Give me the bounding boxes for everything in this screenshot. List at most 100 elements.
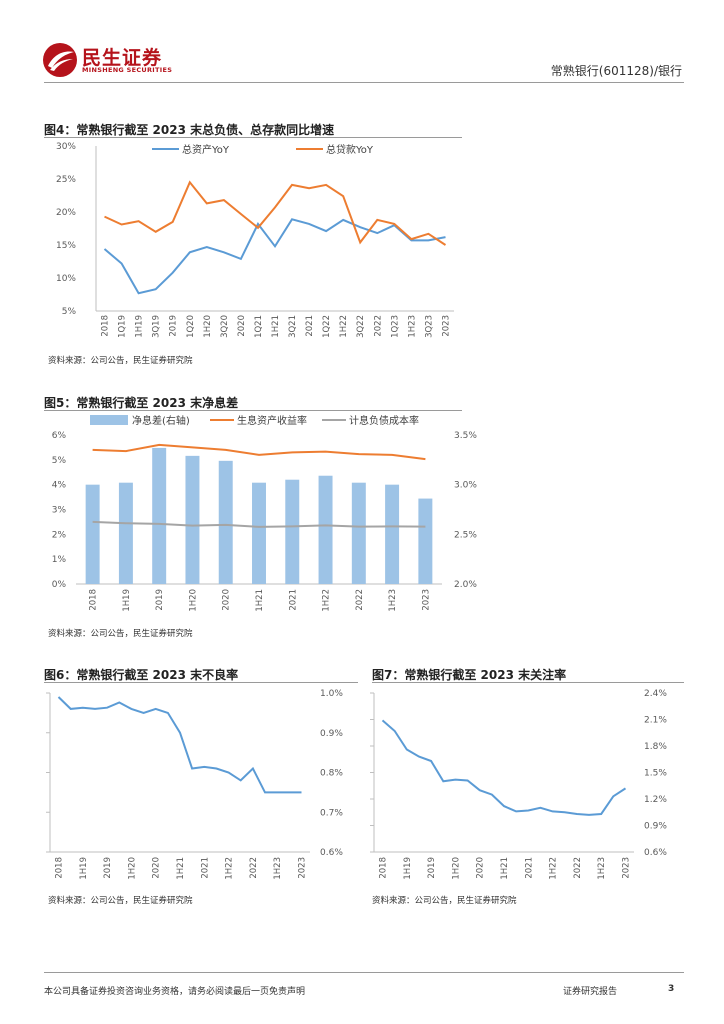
fig7-x-tick: 1H20: [451, 857, 461, 880]
fig5-legend-label-bar: 净息差(右轴): [132, 414, 190, 427]
logo-text-cn: 民生证券: [82, 47, 163, 69]
footer-divider: [44, 972, 684, 973]
fig5-x-tick: 1H23: [388, 589, 398, 612]
fig7-divider: [372, 682, 684, 683]
fig6-title: 图6：常熟银行截至 2023 末不良率: [44, 668, 239, 682]
fig5-legend-label-1: 生息资产收益率: [237, 414, 307, 427]
fig5-bar: [185, 455, 200, 584]
fig5-chart: 6% 5% 4% 3% 2% 1% 0% 3.5% 3.0% 2.5% 2.0% 2018 1H19 20…: [52, 414, 478, 612]
fig7-chart: 2.4% 2.1% 1.8% 1.5% 1.2% 0.9% 0.6% 2018 1H19 2019…: [370, 689, 667, 880]
fig5-y-left-tick: 3%: [52, 506, 67, 516]
footer-disclaimer: 本公司具备证券投资咨询业务资格，请务必阅读最后一页免责声明: [44, 987, 306, 997]
fig5-x-tick: 1H21: [255, 589, 265, 612]
fig5-bar: [418, 498, 433, 584]
brand-logo-icon: [43, 43, 77, 77]
fig6-y-tick: 0.9%: [320, 729, 343, 739]
fig4-x-tick: 1H19: [135, 315, 145, 338]
fig7-y-tick: 0.6%: [644, 848, 667, 858]
fig5-y-left-tick: 4%: [52, 481, 67, 491]
fig5-x-tick: 2018: [89, 589, 99, 611]
fig4-y-tick: 10%: [56, 274, 76, 284]
fig5-y-left-tick: 0%: [52, 580, 67, 590]
fig5-series-line-1: [92, 443, 426, 461]
fig4-x-tick: 3Q23: [424, 315, 434, 338]
fig7-x-tick: 2020: [476, 857, 486, 879]
fig5-y-right-tick: 2.0%: [454, 580, 477, 590]
fig4-legend-label-2: 总贷款YoY: [326, 143, 374, 156]
fig4-x-tick: 1Q19: [118, 315, 128, 338]
fig7-x-tick: 2019: [427, 857, 437, 879]
fig6-x-tick: 1H20: [127, 857, 137, 880]
fig5-x-tick: 2022: [355, 589, 365, 611]
fig4-x-tick: 1H20: [203, 315, 213, 338]
header-stock-label: 常熟银行(601128)/银行: [550, 64, 682, 78]
footer-report-type: 证券研究报告: [563, 987, 618, 997]
fig7-series-line: [381, 719, 627, 816]
fig5-y-right-tick: 2.5%: [454, 530, 477, 540]
fig7-title: 图7：常熟银行截至 2023 末关注率: [372, 668, 567, 682]
fig4-source: 资料来源：公司公告，民生证券研究院: [48, 356, 193, 366]
fig4-x-tick: 3Q19: [152, 315, 162, 338]
fig7-x-tick: 2018: [379, 857, 389, 879]
fig4-chart: 30% 25% 20% 15% 10% 5% 2018 1Q19 1H19 3Q19 2019 1Q2…: [56, 142, 454, 338]
fig4-x-tick: 1Q22: [322, 315, 332, 338]
fig4-x-tick: 2023: [441, 315, 451, 337]
fig4-divider: [44, 137, 462, 138]
fig6-series-line: [57, 696, 302, 794]
fig7-x-tick: 1H21: [500, 857, 510, 880]
fig5-x-tick: 1H20: [188, 589, 198, 612]
logo-text-en: MINSHENG SECURITIES: [82, 66, 173, 74]
fig6-x-tick: 2018: [55, 857, 65, 879]
fig5-series-line-2: [92, 520, 426, 528]
fig6-x-tick: 2019: [103, 857, 113, 879]
fig4-x-tick: 3Q20: [220, 315, 230, 338]
fig6-y-tick: 0.6%: [320, 848, 343, 858]
fig5-bar: [85, 484, 100, 584]
fig5-divider: [44, 410, 462, 411]
fig6-source: 资料来源：公司公告，民生证券研究院: [48, 896, 193, 906]
fig4-x-tick: 3Q21: [288, 315, 298, 338]
fig4-y-tick: 30%: [56, 142, 76, 152]
fig4-x-tick: 1H23: [407, 315, 417, 338]
fig5-y-left-tick: 6%: [52, 431, 67, 441]
fig5-x-tick: 1H19: [122, 589, 132, 612]
fig5-bar: [218, 460, 233, 584]
fig5-x-tick: 2020: [222, 589, 232, 611]
fig5-y-left-tick: 1%: [52, 555, 67, 565]
fig4-series-line-2: [104, 180, 447, 246]
fig5-x-tick: 2021: [288, 589, 298, 611]
fig6-x-tick: 1H22: [225, 857, 235, 880]
fig4-x-tick: 2019: [169, 315, 179, 337]
fig4-x-tick: 2021: [305, 315, 315, 337]
fig5-legend-label-2: 计息负债成本率: [349, 414, 419, 427]
fig6-y-tick: 0.8%: [320, 769, 343, 779]
fig6-chart: 1.0% 0.9% 0.8% 0.7% 0.6% 2018 1H19 2019 1H20 2020…: [46, 689, 343, 880]
fig5-bar: [385, 484, 400, 584]
fig4-y-tick: 20%: [56, 208, 76, 218]
fig4-series-line-1: [103, 218, 446, 295]
fig5-bar: [118, 482, 133, 584]
fig4-legend-label-1: 总资产YoY: [182, 143, 230, 156]
fig7-y-tick: 2.4%: [644, 689, 667, 699]
fig6-x-tick: 2020: [152, 857, 162, 879]
fig4-x-tick: 2022: [373, 315, 383, 337]
fig7-y-tick: 1.8%: [644, 742, 667, 752]
fig5-title: 图5：常熟银行截至 2023 末净息差: [44, 396, 239, 410]
fig5-y-right-tick: 3.5%: [454, 431, 477, 441]
fig7-y-tick: 0.9%: [644, 822, 667, 832]
fig5-bar: [285, 479, 300, 584]
fig7-y-tick: 1.2%: [644, 795, 667, 805]
fig7-x-tick: 2021: [524, 857, 534, 879]
fig4-x-tick: 1H21: [271, 315, 281, 338]
fig6-x-tick: 2023: [297, 857, 307, 879]
fig7-y-tick: 2.1%: [644, 716, 667, 726]
fig7-y-tick: 1.5%: [644, 769, 667, 779]
fig4-y-tick: 5%: [62, 307, 77, 317]
fig5-x-tick: 1H22: [322, 589, 332, 612]
fig7-x-tick: 2023: [621, 857, 631, 879]
fig6-y-tick: 0.7%: [320, 808, 343, 818]
fig4-x-tick: 1Q21: [254, 315, 264, 338]
fig6-x-tick: 2021: [200, 857, 210, 879]
fig5-bar: [351, 482, 366, 584]
fig5-bar: [252, 482, 266, 584]
